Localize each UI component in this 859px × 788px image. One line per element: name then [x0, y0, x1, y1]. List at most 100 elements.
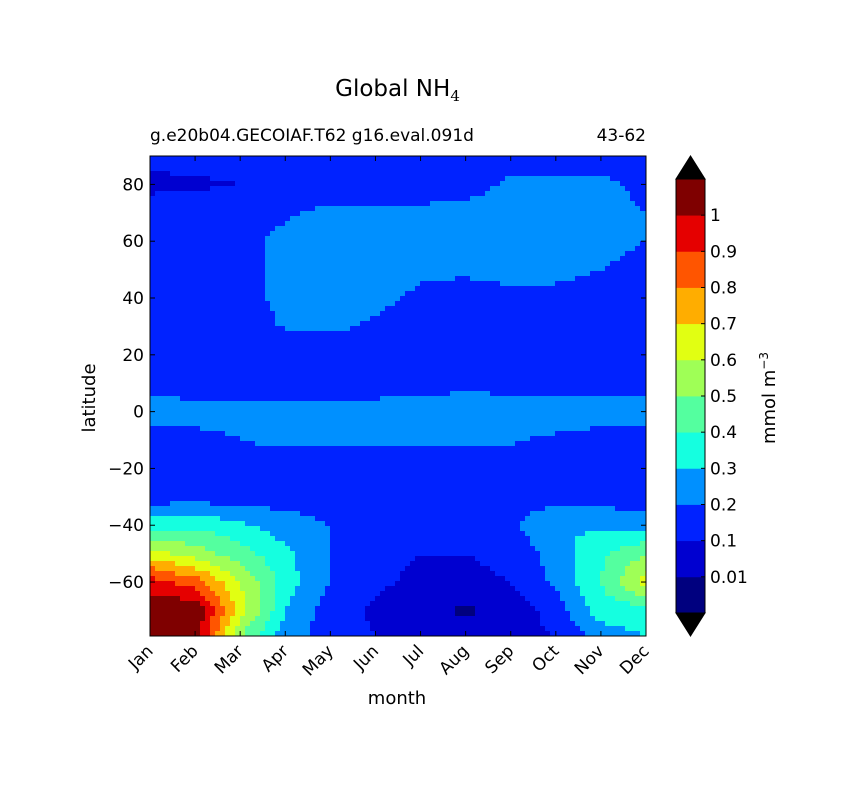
heatmap-cell	[210, 256, 216, 262]
heatmap-cell	[485, 181, 491, 187]
heatmap-cell	[375, 291, 381, 297]
heatmap-cell	[465, 266, 471, 272]
heatmap-cell	[190, 311, 196, 317]
heatmap-cell	[440, 251, 446, 257]
heatmap-cell	[165, 231, 171, 237]
heatmap-cell	[185, 316, 191, 322]
heatmap-cell	[270, 331, 276, 337]
heatmap-cell	[240, 306, 246, 312]
heatmap-cell	[540, 221, 546, 227]
heatmap-cell	[455, 161, 461, 167]
heatmap-cell	[370, 201, 376, 207]
heatmap-cell	[555, 211, 561, 217]
heatmap-cell	[570, 386, 576, 392]
heatmap-cell	[200, 286, 206, 292]
heatmap-cell	[280, 161, 286, 167]
heatmap-cell	[285, 171, 291, 177]
heatmap-cell	[420, 341, 426, 347]
heatmap-cell	[170, 171, 176, 177]
heatmap-cell	[595, 156, 601, 162]
heatmap-cell	[450, 401, 456, 407]
heatmap-cell	[240, 291, 246, 297]
heatmap-cell	[415, 341, 421, 347]
heatmap-cell	[215, 281, 221, 287]
heatmap-cell	[630, 386, 636, 392]
heatmap-cell	[320, 371, 326, 377]
heatmap-cell	[450, 216, 456, 222]
heatmap-cell	[460, 216, 466, 222]
heatmap-cell	[390, 166, 396, 172]
heatmap-cell	[380, 326, 386, 332]
heatmap-cell	[245, 181, 251, 187]
heatmap-cell	[400, 196, 406, 202]
heatmap-cell	[620, 231, 626, 237]
heatmap-cell	[585, 241, 591, 247]
heatmap-cell	[385, 211, 391, 217]
heatmap-cell	[200, 336, 206, 342]
heatmap-cell	[210, 396, 216, 402]
heatmap-cell	[525, 186, 531, 192]
heatmap-cell	[470, 361, 476, 367]
heatmap-cell	[425, 356, 431, 362]
heatmap-cell	[435, 281, 441, 287]
heatmap-cell	[565, 271, 571, 277]
heatmap-cell	[480, 311, 486, 317]
heatmap-cell	[505, 256, 511, 262]
heatmap-cell	[600, 301, 606, 307]
heatmap-cell	[300, 361, 306, 367]
heatmap-cell	[510, 381, 516, 387]
heatmap-cell	[580, 301, 586, 307]
heatmap-cell	[485, 251, 491, 257]
heatmap-cell	[590, 211, 596, 217]
heatmap-cell	[520, 301, 526, 307]
heatmap-cell	[205, 176, 211, 182]
heatmap-cell	[625, 381, 631, 387]
heatmap-cell	[215, 286, 221, 292]
heatmap-cell	[510, 386, 516, 392]
heatmap-cell	[220, 186, 226, 192]
heatmap-cell	[180, 301, 186, 307]
heatmap-cell	[345, 356, 351, 362]
heatmap-cell	[295, 291, 301, 297]
heatmap-cell	[610, 221, 616, 227]
heatmap-cell	[440, 356, 446, 362]
heatmap-cell	[190, 176, 196, 182]
heatmap-cell	[160, 236, 166, 242]
heatmap-cell	[630, 211, 636, 217]
heatmap-cell	[555, 371, 561, 377]
heatmap-cell	[305, 301, 311, 307]
heatmap-cell	[435, 306, 441, 312]
heatmap-cell	[380, 401, 386, 407]
heatmap-cell	[290, 166, 296, 172]
heatmap-cell	[290, 171, 296, 177]
heatmap-cell	[590, 291, 596, 297]
heatmap-cell	[355, 321, 361, 327]
heatmap-cell	[190, 361, 196, 367]
heatmap-cell	[530, 371, 536, 377]
heatmap-cell	[475, 371, 481, 377]
heatmap-cell	[315, 306, 321, 312]
heatmap-cell	[560, 191, 566, 197]
heatmap-cell	[335, 356, 341, 362]
heatmap-cell	[520, 271, 526, 277]
heatmap-cell	[165, 236, 171, 242]
heatmap-cell	[640, 256, 646, 262]
heatmap-cell	[165, 386, 171, 392]
heatmap-cell	[625, 286, 631, 292]
heatmap-cell	[435, 331, 441, 337]
heatmap-cell	[235, 236, 241, 242]
heatmap-cell	[380, 331, 386, 337]
heatmap-cell	[370, 206, 376, 212]
heatmap-cell	[370, 161, 376, 167]
heatmap-cell	[155, 341, 161, 347]
heatmap-cell	[340, 156, 346, 162]
heatmap-cell	[555, 156, 561, 162]
heatmap-cell	[350, 381, 356, 387]
heatmap-cell	[330, 286, 336, 292]
heatmap-cell	[385, 326, 391, 332]
heatmap-cell	[240, 196, 246, 202]
heatmap-cell	[215, 166, 221, 172]
heatmap-cell	[480, 231, 486, 237]
heatmap-cell	[150, 306, 156, 312]
heatmap-cell	[195, 296, 201, 302]
